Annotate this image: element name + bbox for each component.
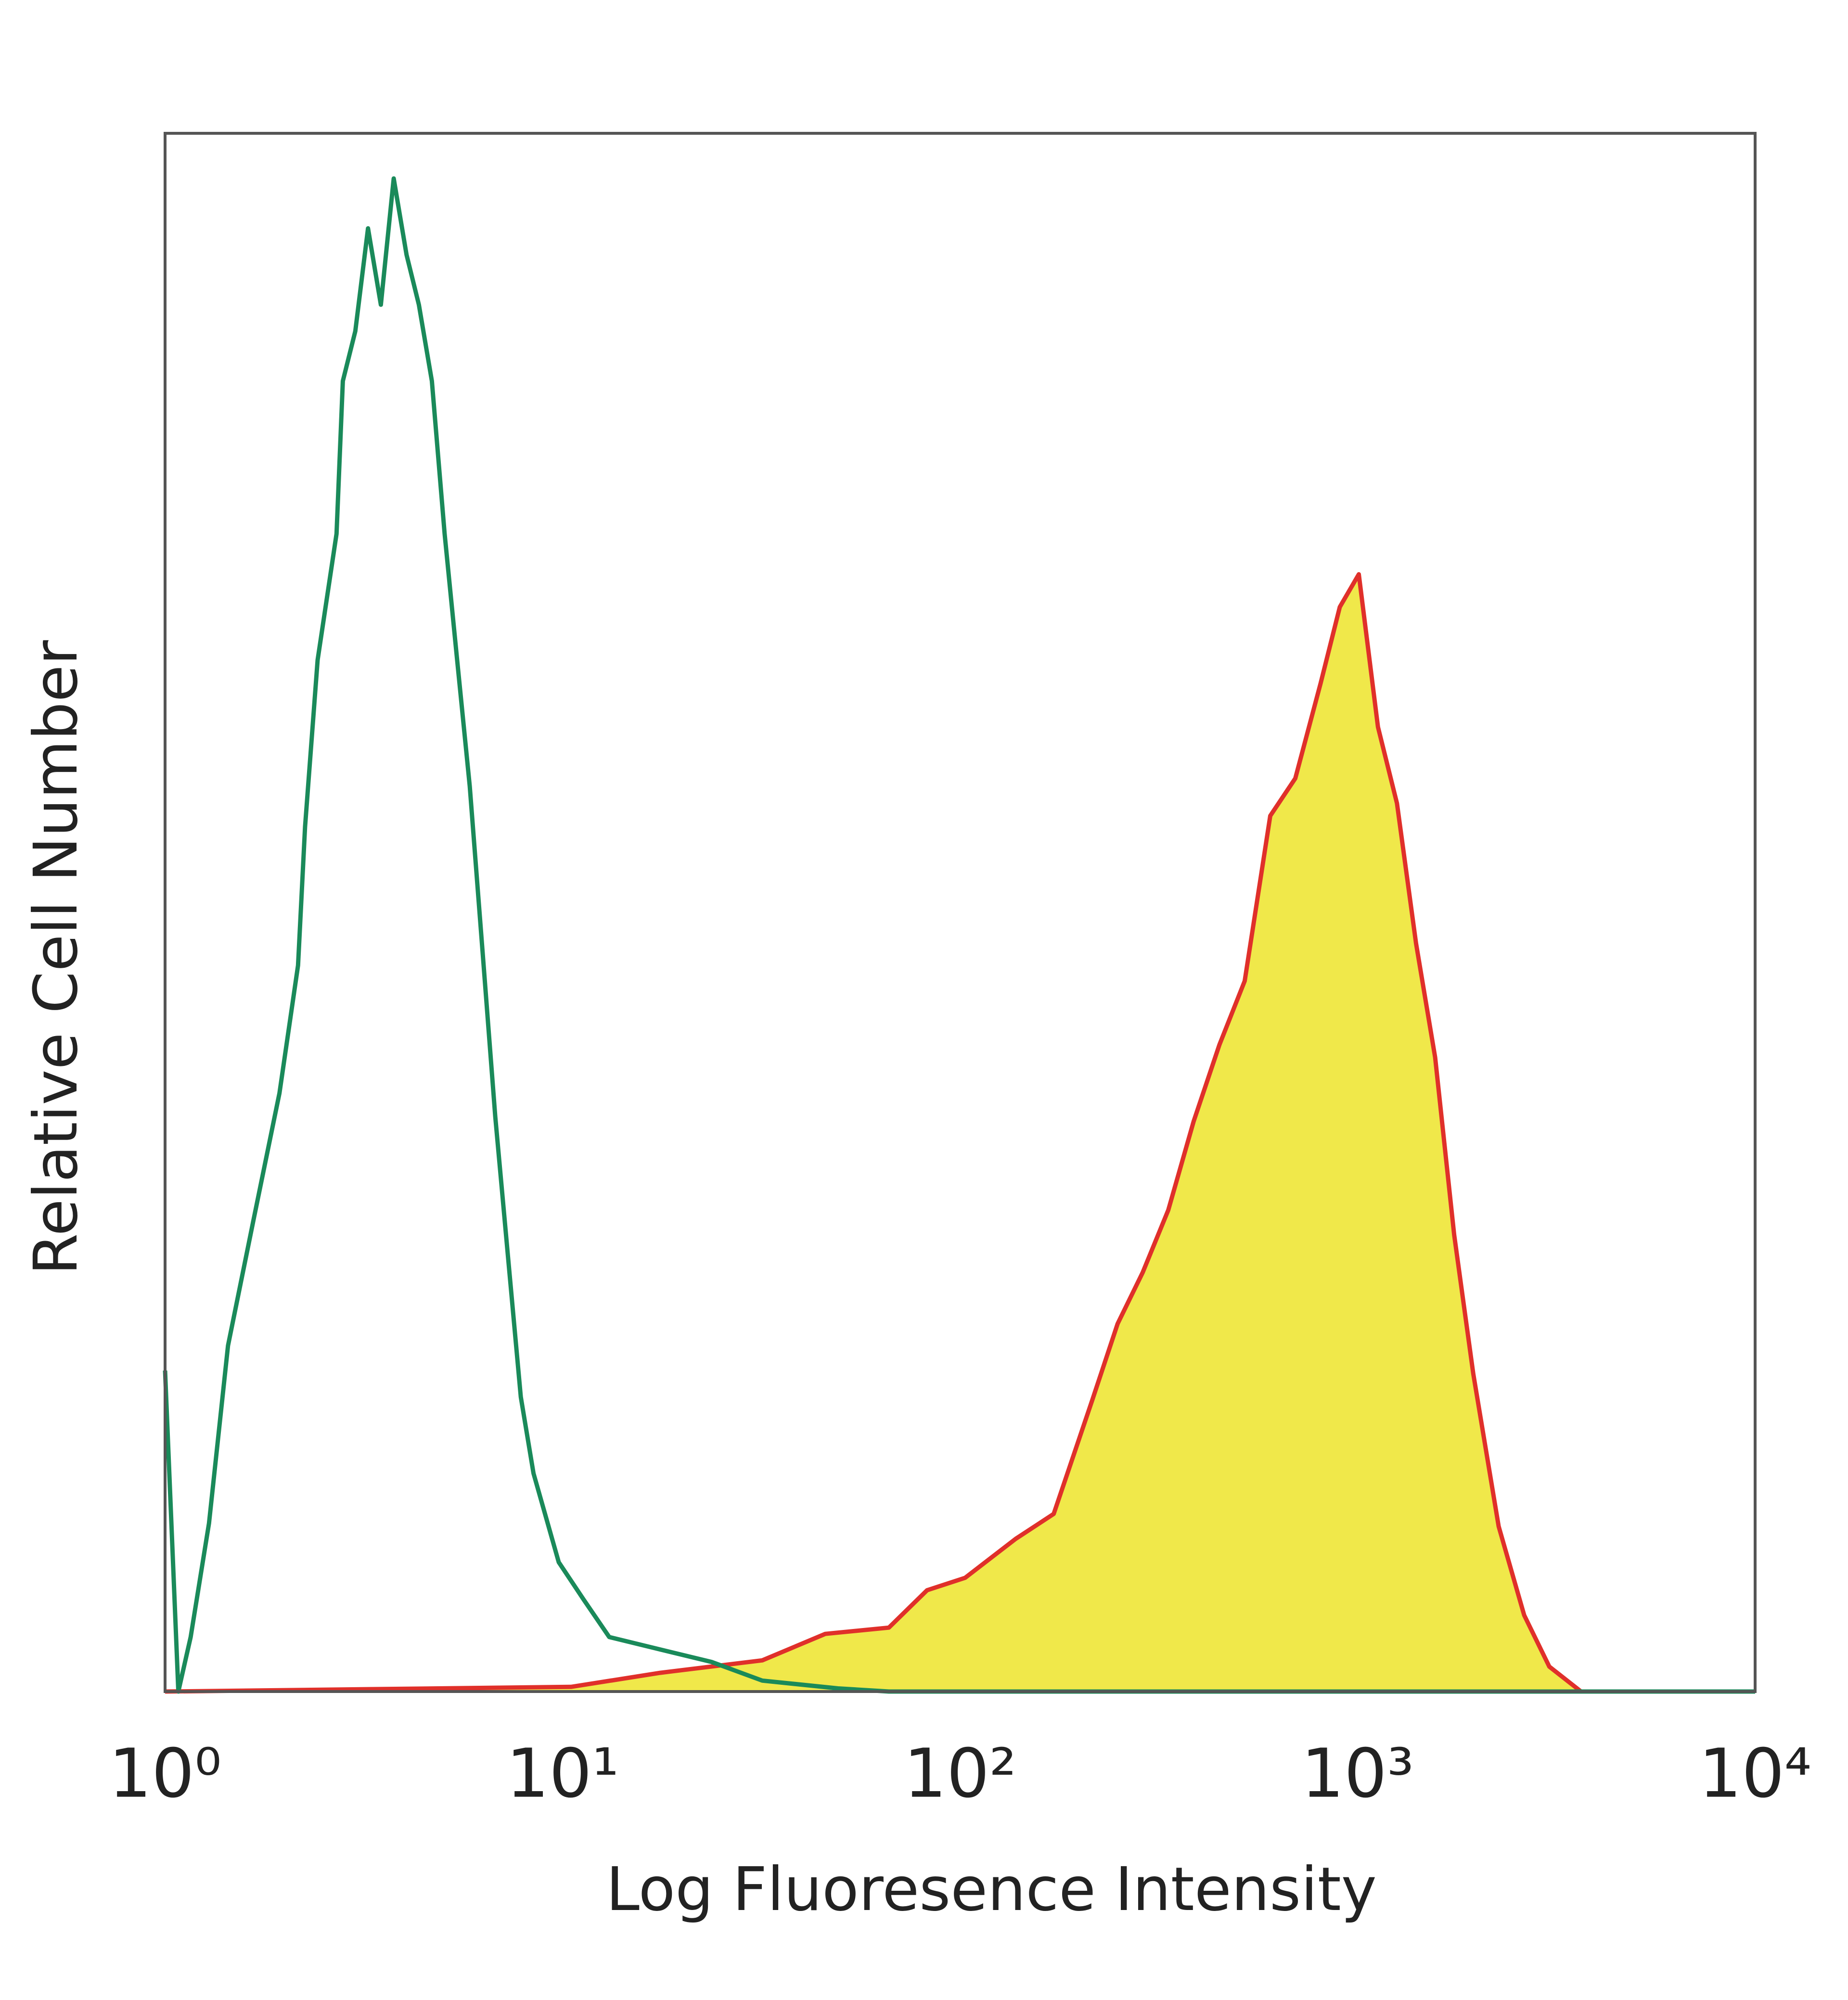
- series-line: [165, 572, 1755, 1694]
- x-tick-label: 10³: [1301, 1735, 1414, 1813]
- series-line: [163, 176, 1755, 1694]
- area-fill: [165, 574, 1755, 1692]
- plot-frame: [164, 132, 1757, 1693]
- x-tick-label: 10²: [904, 1735, 1016, 1813]
- x-tick-label: 10¹: [506, 1735, 619, 1813]
- x-axis-label: Log Fluoresence Intensity: [606, 1855, 1377, 1924]
- x-tick-label: 10⁰: [109, 1735, 221, 1813]
- x-tick-label: 10⁴: [1699, 1735, 1811, 1813]
- y-axis-label: Relative Cell Number: [21, 640, 91, 1275]
